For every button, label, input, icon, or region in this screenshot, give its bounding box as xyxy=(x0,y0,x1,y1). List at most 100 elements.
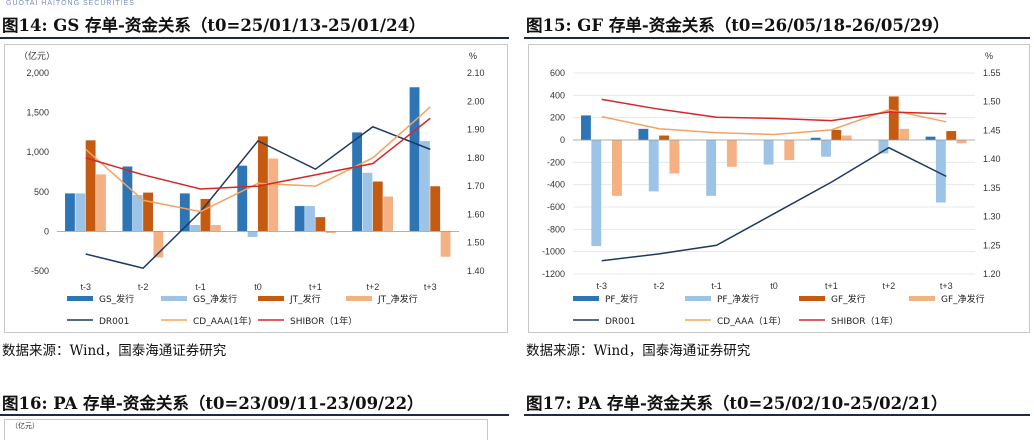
legend-label-JT_净发行: JT_净发行 xyxy=(377,293,418,305)
legend-label-PF_净发行: PF_净发行 xyxy=(717,293,759,305)
bar-JT_净发行-t-2 xyxy=(153,231,164,258)
figure-17: 图17: PA 存单-资金关系（t0=25/02/10-25/02/21） xyxy=(524,386,1034,427)
y-left-tick-label: 0 xyxy=(560,135,565,145)
bar-JT_发行-t-2 xyxy=(143,192,153,232)
x-tick-label: t-2 xyxy=(654,281,665,291)
line-SHIBOR（1年） xyxy=(85,117,431,190)
bar-JT_净发行-t0 xyxy=(268,158,279,232)
bar-GS_净发行-t-2 xyxy=(132,194,143,232)
x-tick-label: t-1 xyxy=(711,281,722,291)
figure-16: 图16: PA 存单-资金关系（t0=23/09/11-23/09/22） （亿… xyxy=(0,386,512,440)
legend-swatch-GF_发行 xyxy=(799,296,825,301)
bar-GF_净发行-t+3 xyxy=(956,140,967,144)
bar-PF_发行-t+3 xyxy=(925,136,936,140)
y-left-tick-label: -800 xyxy=(547,224,565,234)
bar-PF_发行-t-3 xyxy=(581,115,591,140)
bar-GS_净发行-t0 xyxy=(247,231,258,237)
y-right-unit: % xyxy=(469,51,477,61)
bar-GF_净发行-t+1 xyxy=(841,135,852,140)
bar-JT_净发行-t-3 xyxy=(96,174,106,232)
bar-PF_净发行-t-3 xyxy=(591,140,602,247)
y-left-tick-label: -1200 xyxy=(542,269,565,279)
y-right-tick-label: 1.80 xyxy=(467,153,485,163)
legend-swatch-GS_净发行 xyxy=(161,296,187,301)
legend-label-SHIBOR（1年）: SHIBOR（1年） xyxy=(290,315,357,327)
bar-PF_净发行-t-2 xyxy=(648,140,659,192)
legend-swatch-JT_净发行 xyxy=(346,296,372,301)
y-right-tick-label: 1.55 xyxy=(983,68,1001,78)
x-tick-label: t-3 xyxy=(596,281,607,291)
y-right-tick-label: 1.35 xyxy=(983,183,1001,193)
bar-JT_发行-t-3 xyxy=(85,140,96,232)
line-DR001 xyxy=(601,146,947,262)
x-tick-label: t+1 xyxy=(825,281,838,291)
y-left-tick-label: 400 xyxy=(550,90,565,100)
bar-GF_净发行-t+2 xyxy=(899,128,910,140)
y-left-unit: （亿元） xyxy=(19,50,55,61)
legend-label-DR001: DR001 xyxy=(99,317,129,327)
bar-GF_净发行-t-2 xyxy=(669,140,680,174)
x-tick-label: t+2 xyxy=(366,282,379,292)
figure-16-title-rule xyxy=(0,414,509,416)
x-tick-label: t-2 xyxy=(138,282,149,292)
bar-GF_净发行-t0 xyxy=(784,140,795,161)
y-left-tick-label: 1,500 xyxy=(26,108,49,118)
x-tick-label: t+2 xyxy=(882,281,895,291)
y-left-tick-label: 200 xyxy=(550,113,565,123)
line-CD_AAA(1年) xyxy=(85,106,431,213)
bar-GS_净发行-t-3 xyxy=(75,193,86,232)
legend-label-GF_发行: GF_发行 xyxy=(831,293,866,305)
bar-GS_净发行-t+3 xyxy=(419,141,430,232)
x-tick-label: t-3 xyxy=(80,282,91,292)
x-tick-label: t+3 xyxy=(424,282,437,292)
legend-label-CD_AAA（1年）: CD_AAA（1年） xyxy=(717,315,786,327)
legend-swatch-PF_净发行 xyxy=(685,296,711,301)
x-tick-label: t0 xyxy=(254,282,262,292)
y-left-tick-label: -400 xyxy=(547,180,565,190)
figure-14-source: 数据来源：Wind，国泰海通证券研究 xyxy=(2,343,227,359)
chart-14-svg: （亿元） % -500 0 500 1,000 1,500 2,000 1.40 1.50 1.60… xyxy=(19,50,485,327)
figure-16-unit-peek: （亿元） xyxy=(11,422,39,430)
figure-15-title-rule xyxy=(524,37,1030,39)
bar-GF_发行-t-2 xyxy=(659,135,669,140)
bar-JT_发行-t-1 xyxy=(200,198,211,232)
bar-GS_发行-t-3 xyxy=(65,193,75,232)
x-tick-label: t+3 xyxy=(940,281,953,291)
y-left-tick-label: -1000 xyxy=(542,247,565,257)
bar-PF_发行-t+1 xyxy=(810,137,821,140)
y-right-tick-label: 1.40 xyxy=(983,154,1001,164)
figure-15-source: 数据来源：Wind，国泰海通证券研究 xyxy=(526,343,751,359)
line-CD_AAA（1年） xyxy=(601,108,947,136)
y-left-tick-label: 2,000 xyxy=(26,68,49,78)
y-right-tick-label: 1.90 xyxy=(467,125,485,135)
bar-PF_净发行-t-1 xyxy=(706,140,717,196)
bar-GF_发行-t+2 xyxy=(888,96,899,140)
legend-label-PF_发行: PF_发行 xyxy=(605,293,638,305)
x-tick-label: t0 xyxy=(770,281,778,291)
bar-GS_净发行-t-1 xyxy=(190,225,201,232)
brand-watermark: GUOTAI HAITONG SECURITIES xyxy=(6,0,135,7)
legend-label-CD_AAA(1年): CD_AAA(1年) xyxy=(193,315,251,327)
bar-PF_净发行-t+3 xyxy=(935,140,946,203)
bar-GS_发行-t-1 xyxy=(179,193,190,232)
legend-label-JT_发行: JT_发行 xyxy=(289,293,321,305)
x-tick-label: t+1 xyxy=(309,282,322,292)
bar-JT_净发行-t-1 xyxy=(210,225,221,232)
legend-label-GF_净发行: GF_净发行 xyxy=(941,293,985,305)
y-right-tick-label: 1.30 xyxy=(983,212,1001,222)
bar-JT_发行-t+3 xyxy=(430,186,441,232)
bar-GS_发行-t+3 xyxy=(409,87,420,232)
bar-GF_净发行-t-1 xyxy=(726,140,737,167)
bar-GS_发行-t+1 xyxy=(294,206,305,232)
y-right-tick-label: 1.45 xyxy=(983,125,1001,135)
figure-15: 图15: GF 存单-资金关系（t0=26/05/18-26/05/29） % -… xyxy=(524,0,1034,360)
chart-15-svg: % -1200 -1000 -800 -600 -400 -200 0 200 400 600 1.2… xyxy=(542,51,1001,327)
bar-JT_净发行-t+2 xyxy=(383,196,394,232)
y-right-unit: % xyxy=(985,51,993,61)
legend-swatch-PF_发行 xyxy=(573,296,599,301)
y-left-tick-label: -200 xyxy=(547,157,565,167)
legend-label-DR001: DR001 xyxy=(605,317,635,327)
y-right-tick-label: 1.20 xyxy=(983,269,1001,279)
line-SHIBOR（1年） xyxy=(601,98,947,122)
figure-17-title-rule xyxy=(524,414,1030,416)
